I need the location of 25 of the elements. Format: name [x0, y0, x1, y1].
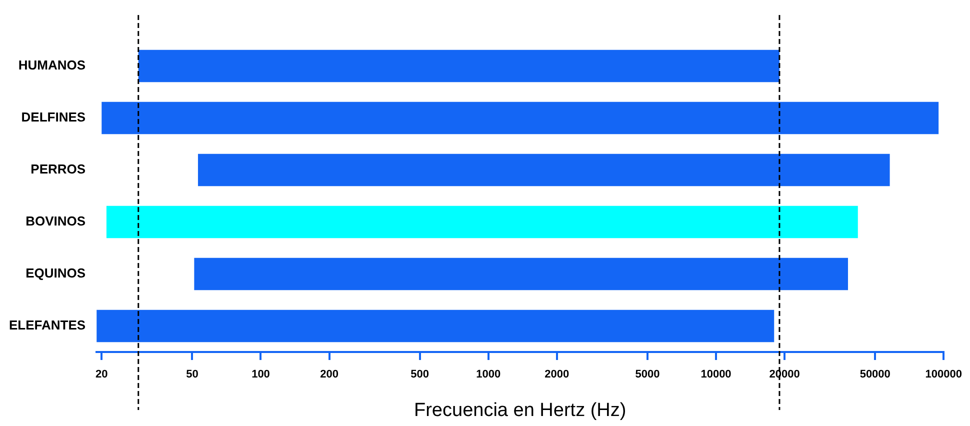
x-tick-label: 100 [252, 368, 270, 381]
x-tick-label: 20000 [769, 368, 800, 381]
y-tick-label: PERROS [30, 162, 86, 177]
y-tick-label: BOVINOS [26, 214, 86, 229]
x-tick-label: 50 [186, 368, 198, 381]
x-tick-label: 5000 [635, 368, 660, 381]
y-tick-label: HUMANOS [18, 58, 86, 73]
x-axis-title: Frecuencia en Hertz (Hz) [414, 400, 626, 421]
y-tick-label: DELFINES [21, 110, 86, 125]
x-tick-label: 2000 [544, 368, 570, 381]
x-tick-label: 10000 [700, 368, 732, 381]
bar [198, 154, 890, 186]
y-tick-label: ELEFANTES [8, 318, 86, 333]
bar [96, 310, 774, 342]
bar [194, 258, 848, 290]
y-tick-label: EQUINOS [26, 266, 86, 281]
x-tick-label: 1000 [476, 368, 501, 381]
bar [138, 50, 780, 82]
x-tick-label: 20 [96, 368, 108, 381]
x-tick-label: 50000 [860, 368, 890, 381]
x-tick-label: 100000 [925, 368, 962, 381]
x-tick-label: 500 [410, 368, 430, 381]
x-tick-label: 200 [320, 368, 338, 381]
bar [106, 206, 858, 238]
bar [102, 102, 939, 134]
